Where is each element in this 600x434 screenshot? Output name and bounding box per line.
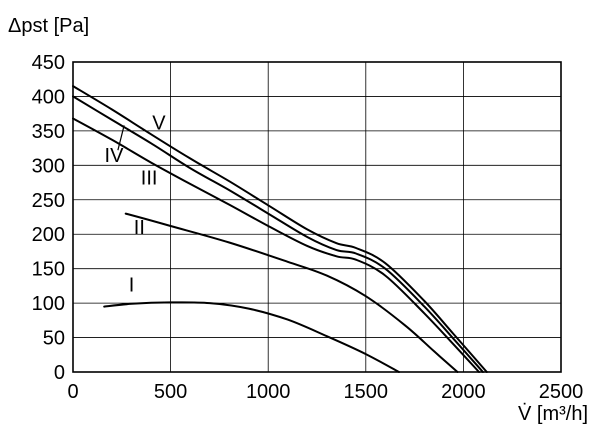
y-tick-label: 250: [32, 190, 65, 212]
series-label-ii: II: [134, 217, 145, 239]
y-tick-label: 400: [32, 86, 65, 108]
y-tick-label: 50: [43, 328, 65, 350]
y-tick-label: 200: [32, 224, 65, 246]
curve-ii: [124, 212, 459, 373]
grid: [72, 61, 562, 373]
y-tick-label: 300: [32, 155, 65, 177]
y-tick-label: 100: [32, 293, 65, 315]
x-tick-label: 0: [67, 381, 78, 403]
plot-frame: [72, 61, 562, 373]
y-tick-label: 350: [32, 121, 65, 143]
y-tick-labels: 0 50 100 150 200 250 300 350 400 450: [32, 52, 65, 384]
series-label-i: I: [129, 274, 135, 296]
series-label-iv: IV: [105, 145, 125, 167]
series-label-v: V: [152, 113, 166, 135]
x-tick-label: 2500: [539, 381, 584, 403]
x-tick-label: 500: [154, 381, 187, 403]
x-axis-title: V̇ [m³/h]: [518, 403, 588, 425]
x-tick-label: 2000: [441, 381, 486, 403]
curve-i: [103, 301, 400, 373]
series-label-iii: III: [141, 168, 158, 190]
curve-iv: [72, 95, 484, 373]
y-tick-label: 0: [54, 362, 65, 384]
curves: [72, 85, 488, 373]
x-tick-labels: 0 500 1000 1500 2000 2500: [67, 381, 583, 403]
y-axis-title: Δpst [Pa]: [8, 15, 89, 37]
leader-line-iv: [117, 125, 125, 151]
x-tick-label: 1500: [344, 381, 389, 403]
x-tick-label: 1000: [246, 381, 291, 403]
curve-iii: [72, 117, 480, 373]
y-tick-label: 450: [32, 52, 65, 74]
y-tick-label: 150: [32, 259, 65, 281]
curve-v: [72, 85, 488, 373]
